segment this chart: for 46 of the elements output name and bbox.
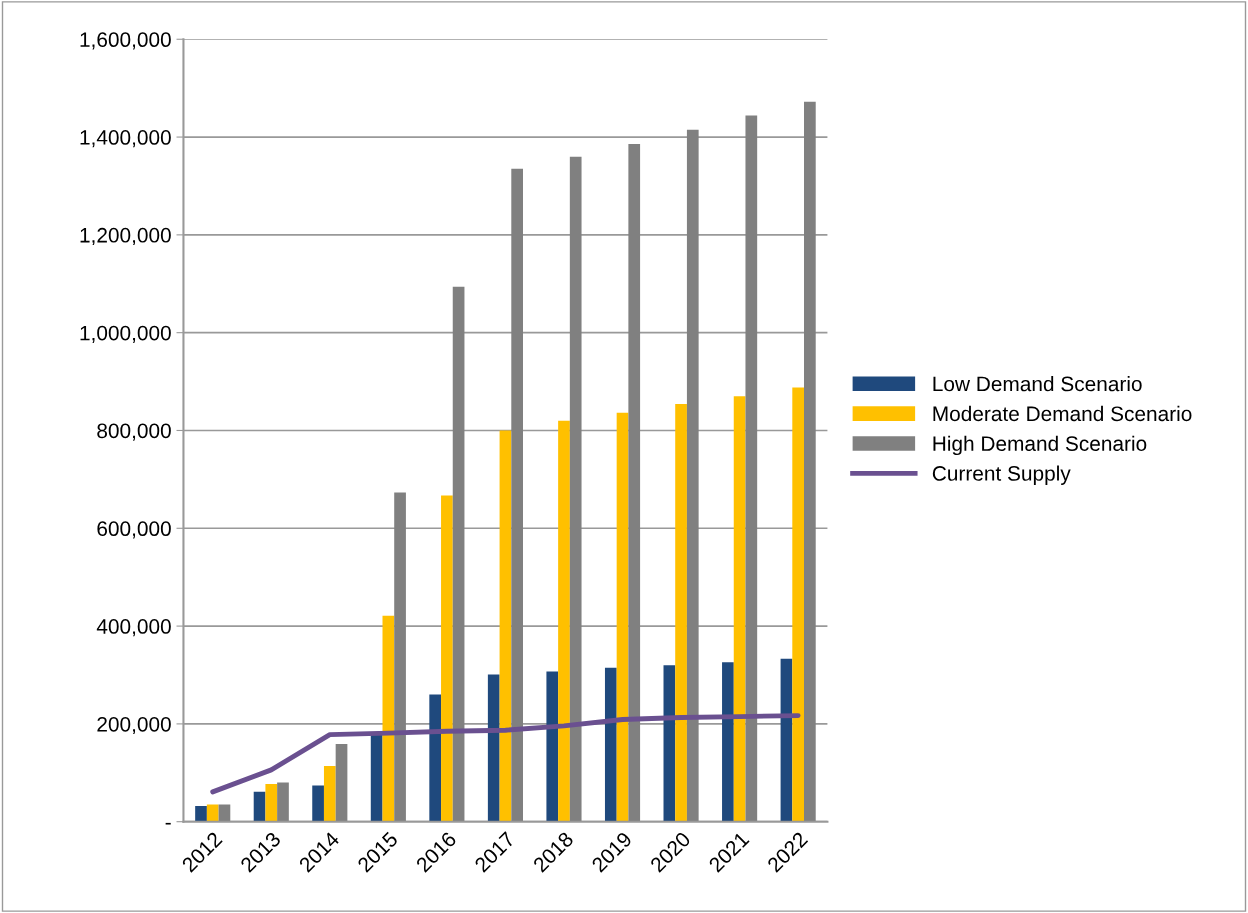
bar [499, 430, 512, 822]
bar [604, 667, 617, 822]
bar [253, 791, 266, 822]
bar [441, 495, 453, 822]
bar [558, 420, 570, 822]
bar [546, 671, 559, 822]
y-tick-label: 200,000 [97, 716, 171, 735]
y-tick-label: 1,200,000 [80, 227, 171, 246]
bar [394, 492, 406, 822]
bar [265, 784, 278, 822]
bar [745, 115, 758, 822]
bar [452, 286, 465, 822]
bar [722, 662, 734, 822]
bar [780, 658, 793, 822]
bar [675, 404, 687, 822]
bar [569, 156, 582, 822]
bar [804, 101, 816, 822]
y-tick-label: - [165, 822, 171, 825]
y-tick-label: 1,000,000 [80, 325, 171, 343]
bar [277, 782, 289, 822]
legend-label: High Demand Scenario [933, 435, 1147, 456]
y-tick-label: 1,400,000 [80, 130, 171, 148]
bar [206, 804, 219, 822]
bar [323, 765, 336, 822]
bar [733, 396, 746, 822]
y-tick-label: 400,000 [96, 619, 171, 637]
y-tick-label: 600,000 [97, 521, 171, 539]
bar [616, 412, 629, 822]
legend-label: Current Supply [932, 465, 1071, 485]
bar [511, 168, 523, 822]
y-tick-label: 1,600,000 [80, 32, 171, 50]
bar [487, 674, 500, 822]
y-tick-label: 800,000 [97, 423, 171, 441]
bar [335, 743, 348, 822]
bar [628, 143, 641, 822]
bar [382, 615, 395, 822]
legend-label: Low Demand Scenario [933, 376, 1142, 392]
line-series [210, 713, 801, 795]
bar [663, 665, 676, 822]
bar [429, 694, 442, 822]
bar [312, 785, 324, 822]
legend-label: Moderate Demand Scenario [933, 405, 1192, 422]
bar [370, 734, 383, 822]
bar [195, 806, 207, 822]
bar [792, 387, 805, 822]
bar [686, 129, 699, 822]
